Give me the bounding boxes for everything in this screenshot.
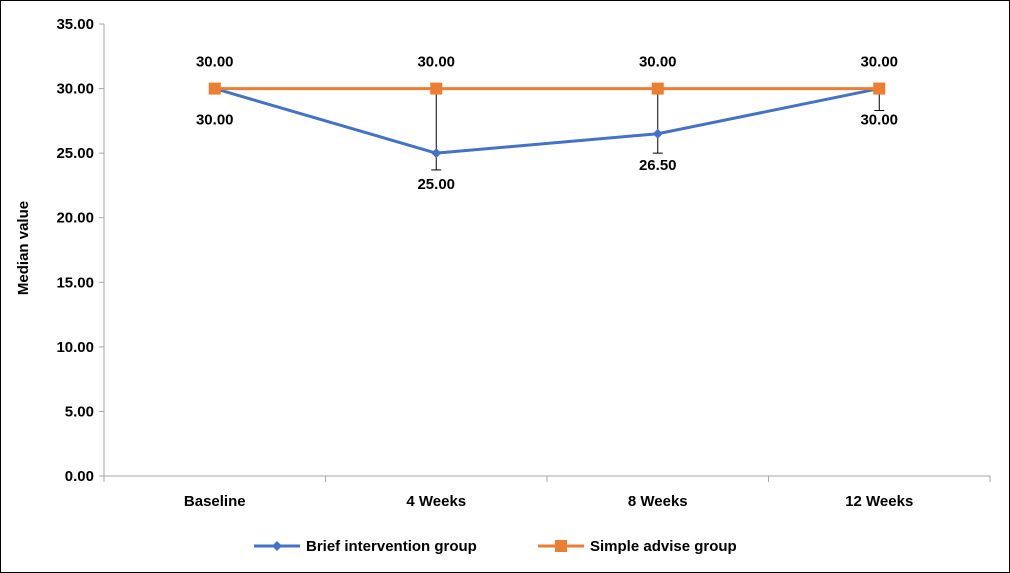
- x-tick-label: Baseline: [184, 493, 246, 510]
- y-tick-label: 0.00: [65, 468, 94, 485]
- data-labels: 30.00 30.00 30.00 30.00 30.00 25.00 26.50 30.00: [196, 54, 898, 194]
- series-marker-diamond: [431, 148, 442, 159]
- series-marker-square: [430, 82, 443, 95]
- data-label-brief-intervention: 30.00: [860, 112, 898, 129]
- data-label-simple-advise: 30.00: [639, 54, 677, 71]
- data-label-simple-advise: 30.00: [860, 54, 898, 71]
- y-tick-labels: 0.00 5.00 10.00 15.00 20.00 25.00 30.00 35.00: [56, 16, 94, 485]
- series-marker-diamond: [652, 128, 663, 139]
- series-markers: [208, 82, 886, 159]
- y-tick-label: 20.00: [56, 210, 94, 227]
- series-lines: [214, 87, 880, 155]
- data-label-simple-advise: 30.00: [417, 54, 455, 71]
- x-tick-label: 4 Weeks: [406, 493, 466, 510]
- y-tick-label: 35.00: [56, 16, 94, 33]
- legend-label: Brief intervention group: [306, 538, 477, 555]
- legend-label: Simple advise group: [590, 538, 737, 555]
- y-axis-title: Median value: [15, 201, 32, 295]
- series-line-0: [214, 87, 880, 155]
- data-label-brief-intervention: 30.00: [196, 112, 234, 129]
- x-tick-label: 12 Weeks: [845, 493, 913, 510]
- series-marker-square: [651, 82, 664, 95]
- x-tick-label: 8 Weeks: [628, 493, 688, 510]
- legend-item: Simple advise group: [538, 538, 737, 555]
- y-tick-label: 5.00: [65, 403, 94, 420]
- y-tick-label: 15.00: [56, 274, 94, 291]
- y-tick-label: 30.00: [56, 81, 94, 98]
- data-label-simple-advise: 30.00: [196, 54, 234, 71]
- data-label-brief-intervention: 25.00: [417, 176, 455, 193]
- legend-swatch-marker: [272, 541, 282, 551]
- x-tick-labels: Baseline 4 Weeks 8 Weeks 12 Weeks: [184, 493, 913, 510]
- y-tick-label: 25.00: [56, 145, 94, 162]
- y-tick-label: 10.00: [56, 339, 94, 356]
- legend: Brief intervention group Simple advise gr…: [254, 538, 737, 555]
- series-marker-square: [873, 82, 886, 95]
- axes: [99, 23, 991, 482]
- legend-swatch-marker: [555, 540, 567, 552]
- data-label-brief-intervention: 26.50: [639, 157, 677, 174]
- series-marker-square: [208, 82, 221, 95]
- legend-item: Brief intervention group: [254, 538, 477, 555]
